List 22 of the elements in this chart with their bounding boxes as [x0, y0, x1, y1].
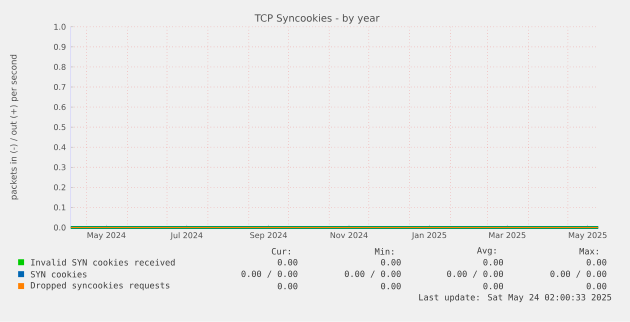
- text: 0.00 / 0.00: [550, 270, 606, 278]
- chart-title: TCP Syncookies - by year: [254, 14, 380, 24]
- text: 0.00 / 0.00: [447, 270, 504, 278]
- legend-label: Dropped syncookies requests: [30, 282, 170, 290]
- text: 0.00: [586, 282, 606, 290]
- text: Max:: [580, 248, 598, 255]
- y-axis-title: packets in (-) / out (+) per second: [10, 54, 18, 200]
- text: 0.00: [483, 259, 504, 266]
- legend-label: SYN cookies: [30, 270, 86, 278]
- text: Min:: [374, 248, 394, 255]
- text: Avg:: [477, 247, 496, 256]
- legend-label: Invalid SYN cookies received: [31, 258, 175, 266]
- text: 0.00: [278, 259, 298, 266]
- text: Cur:: [272, 248, 290, 255]
- text: 0.00: [586, 259, 606, 266]
- text: 0.00: [381, 259, 401, 266]
- text: Last update: Sat May 24 02:00:33 2025: [419, 294, 612, 302]
- text: 0.00 / 0.00: [242, 270, 298, 278]
- text: 0.00: [483, 282, 504, 290]
- text: 0.00: [381, 282, 401, 290]
- text: 0.00 / 0.00: [344, 270, 401, 278]
- text: 0.00: [278, 282, 298, 290]
